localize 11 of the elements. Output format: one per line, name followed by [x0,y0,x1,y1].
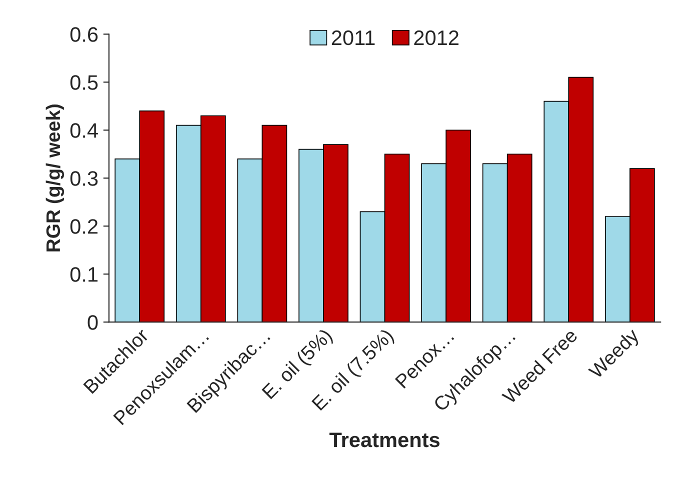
y-tick-label: 0.2 [70,219,98,234]
y-axis-title: RGR (g/g/ week) [46,104,64,252]
y-tick-label: 0.5 [70,75,98,90]
legend-label: 2011 [332,30,375,46]
y-tick-label: 0.3 [70,171,98,186]
legend-label: 2012 [414,30,458,46]
y-tick-label: 0.6 [70,27,98,42]
y-tick-label: 0.1 [70,267,98,282]
y-tick-label: 0 [88,315,98,330]
x-axis-title: Treatments [329,432,440,448]
y-tick-label: 0.4 [70,123,98,138]
